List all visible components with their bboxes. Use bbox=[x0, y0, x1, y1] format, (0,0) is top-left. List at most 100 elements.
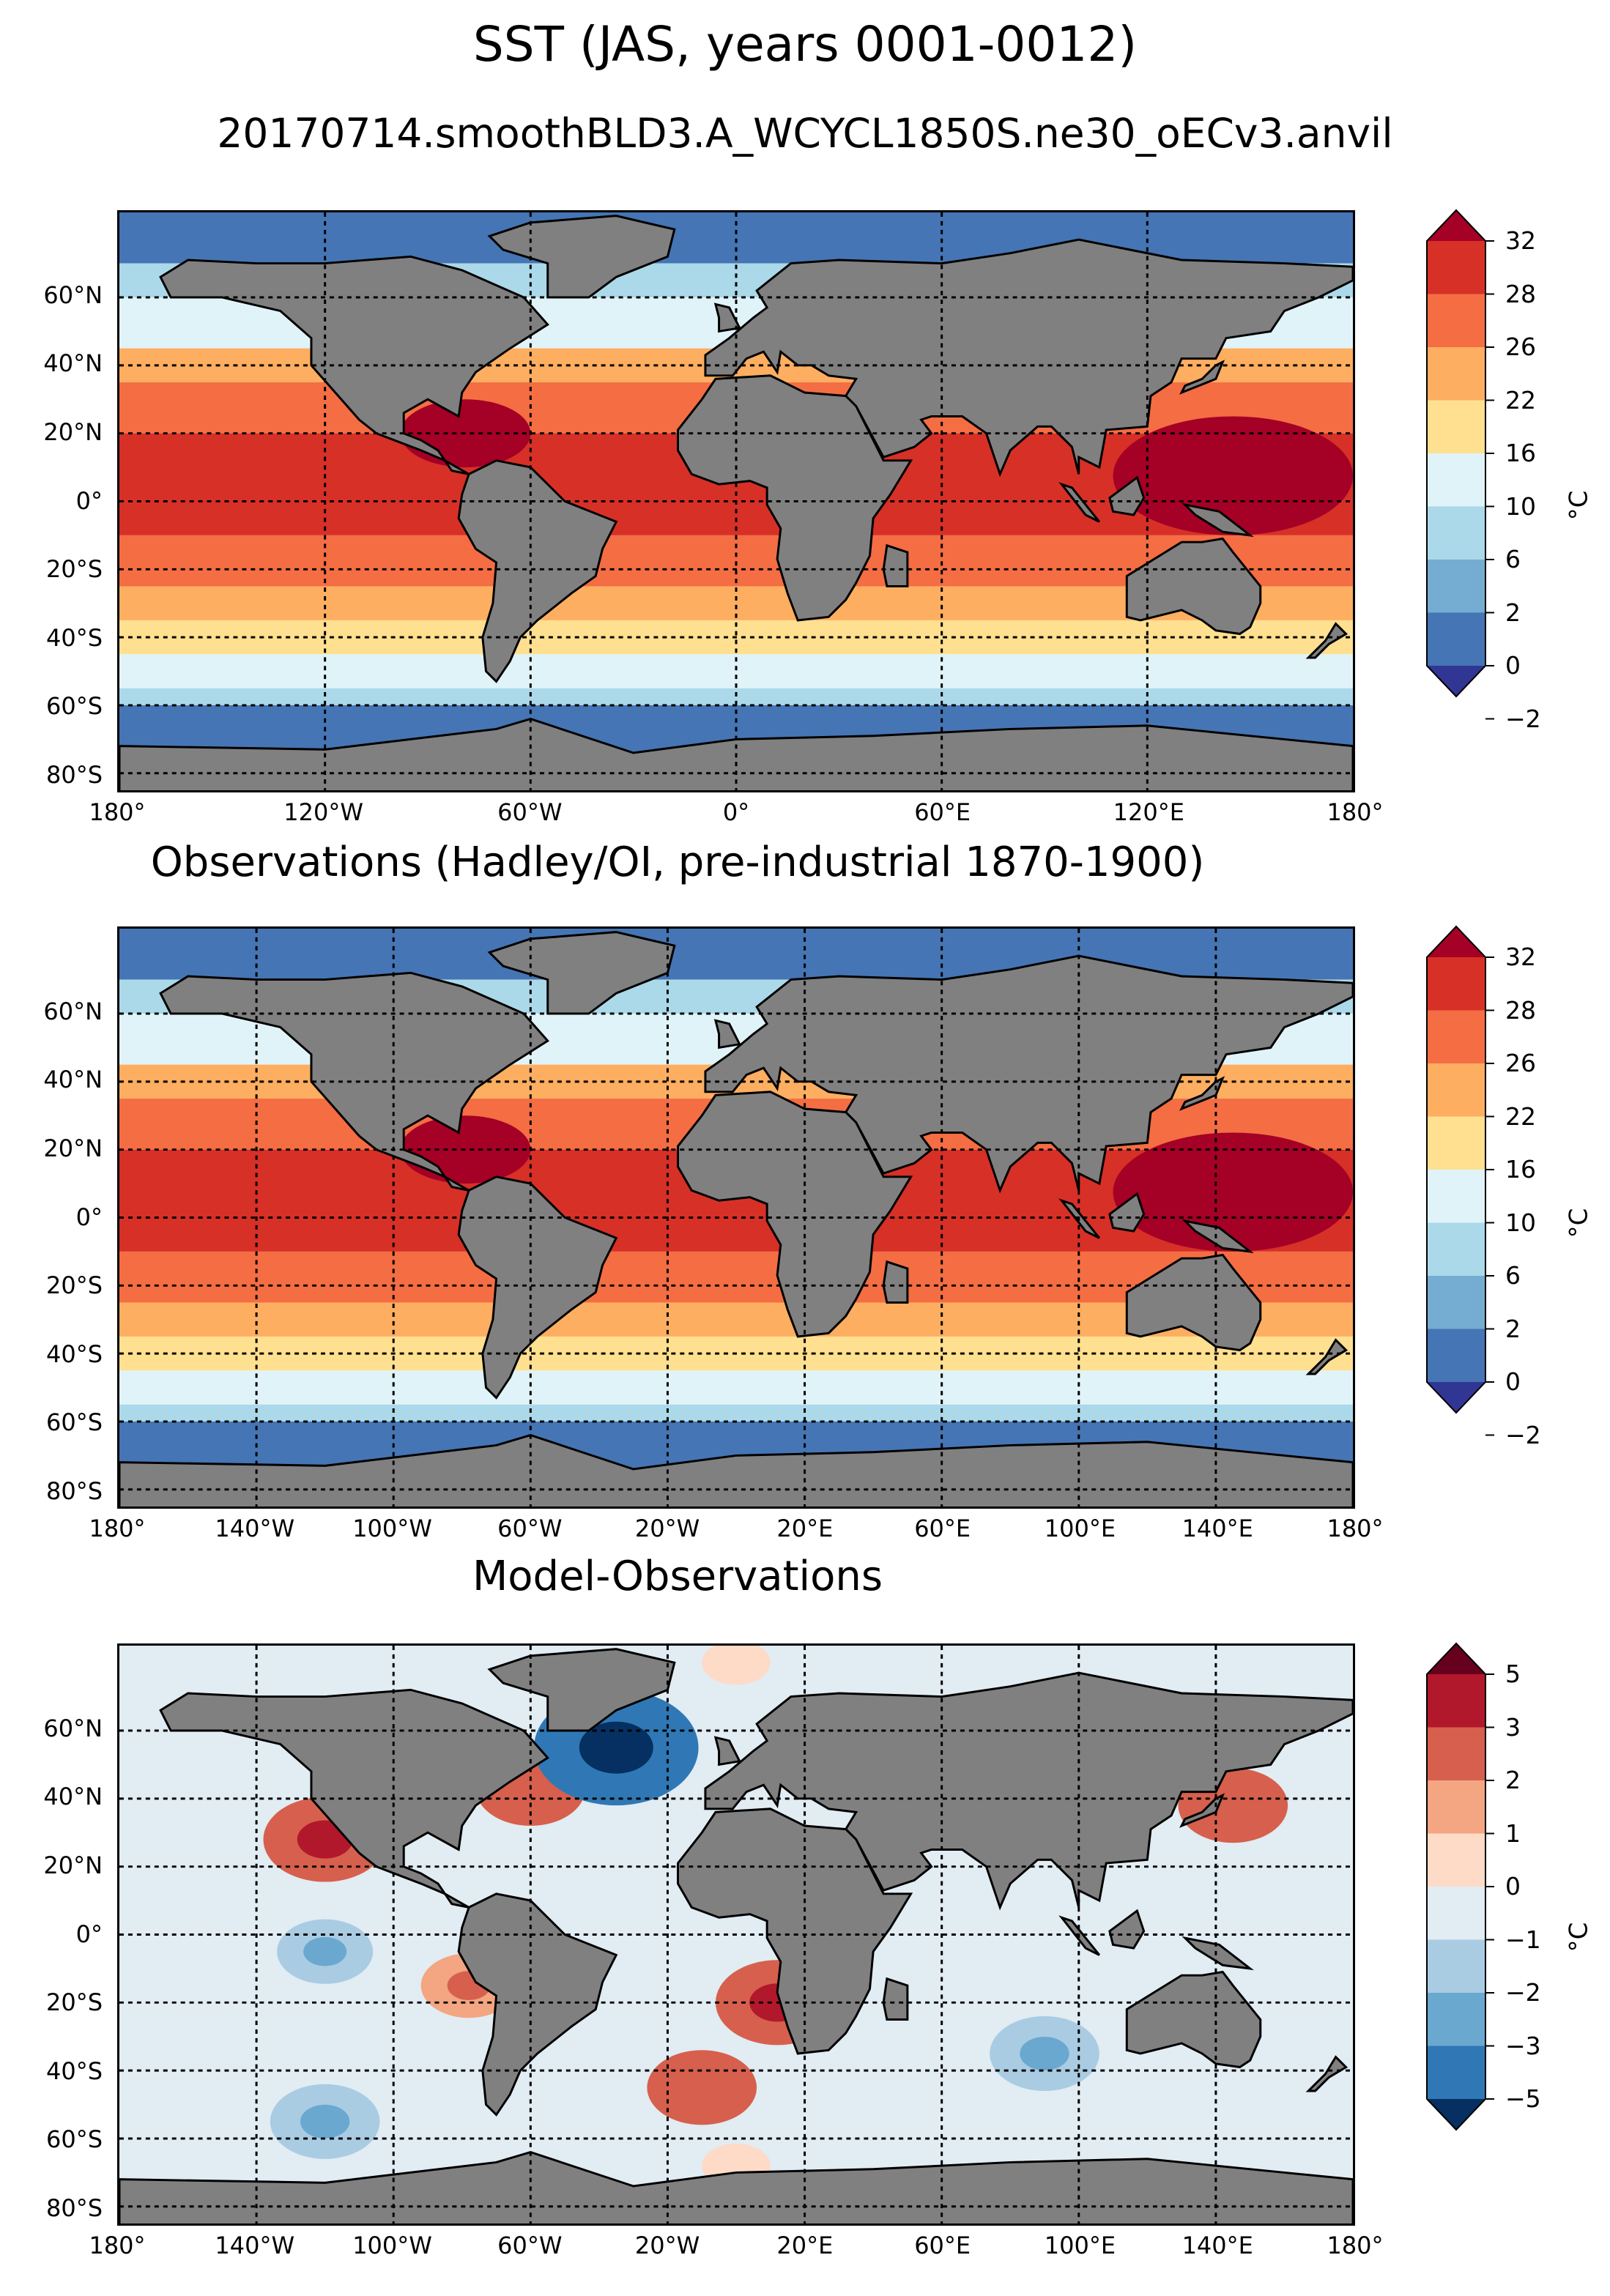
colorbar-tick-label: −5 bbox=[1505, 2084, 1541, 2113]
colorbar-tick-label: 0 bbox=[1505, 651, 1521, 680]
lon-tick-label: 20°W bbox=[634, 1515, 700, 1542]
lon-tick-label: 60°W bbox=[497, 798, 563, 826]
anomaly-core-5 bbox=[579, 1721, 653, 1774]
colorbar-svg bbox=[1426, 209, 1494, 720]
anomaly-core-8 bbox=[1020, 2036, 1069, 2070]
colorbar-tick-label: −2 bbox=[1505, 1420, 1541, 1449]
sst-band-9 bbox=[119, 1370, 1353, 1405]
lat-tick-label: 60°S bbox=[45, 2125, 103, 2154]
map-plot-svg bbox=[119, 212, 1353, 790]
colorbar-tick-label: 28 bbox=[1505, 995, 1536, 1025]
land-africa bbox=[676, 1808, 913, 2055]
panel-2-colorbar bbox=[1426, 925, 1494, 1436]
colorbar-tick-label: 28 bbox=[1505, 279, 1536, 308]
lat-tick-label: 40°S bbox=[45, 623, 103, 652]
land-new-guinea bbox=[1181, 1219, 1254, 1254]
lon-tick-label: 120°E bbox=[1113, 798, 1184, 826]
sst-band-10 bbox=[119, 688, 1353, 705]
difference-map bbox=[117, 1643, 1355, 2226]
lat-tick-label: 20°N bbox=[43, 1134, 103, 1162]
lon-tick-label: 60°E bbox=[914, 2232, 971, 2259]
colorbar-segment-2 bbox=[1427, 294, 1485, 347]
lat-tick-label: 80°S bbox=[45, 2193, 103, 2222]
colorbar-tick-label: 1 bbox=[1505, 1818, 1521, 1848]
lat-tick-label: 60°S bbox=[45, 1408, 103, 1437]
lat-tick-label: 40°N bbox=[43, 349, 103, 378]
land-africa bbox=[676, 374, 913, 622]
lon-tick-label: 180° bbox=[89, 2232, 146, 2259]
land-britain bbox=[713, 302, 741, 333]
land-japan bbox=[1179, 1076, 1225, 1111]
lon-tick-label: 180° bbox=[1327, 1515, 1384, 1542]
lat-tick-label: 80°S bbox=[45, 760, 103, 789]
land-north-america bbox=[159, 971, 549, 1192]
colorbar-tick-label: 2 bbox=[1505, 1766, 1521, 1794]
sst-feature-0 bbox=[1113, 416, 1353, 535]
sst-band-0 bbox=[119, 212, 1353, 264]
lon-tick-label: 60°W bbox=[497, 2232, 563, 2259]
lon-tick-label: 120°W bbox=[283, 798, 364, 826]
colorbar-tick-label: 32 bbox=[1505, 943, 1536, 971]
anomaly-core-6 bbox=[300, 2104, 350, 2139]
anomaly-core-7 bbox=[303, 1936, 347, 1966]
land-greenland bbox=[487, 931, 676, 1015]
lon-tick-label: 100°E bbox=[1044, 1515, 1116, 1542]
lat-tick-label: 20°S bbox=[45, 555, 103, 584]
colorbar-segment-5 bbox=[1427, 1887, 1485, 1940]
lat-tick-label: 60°N bbox=[43, 1714, 103, 1742]
colorbar-segment-9 bbox=[1427, 666, 1485, 696]
colorbar-tick-label: 6 bbox=[1505, 1261, 1521, 1290]
land-madagascar bbox=[882, 1977, 909, 2021]
colorbar-svg bbox=[1426, 1642, 1494, 2131]
land-sumatra bbox=[1058, 482, 1100, 523]
lat-tick-label: 20°N bbox=[43, 1851, 103, 1879]
colorbar-segment-9 bbox=[1427, 2099, 1485, 2130]
land-new-zealand bbox=[1305, 622, 1349, 659]
land-borneo bbox=[1108, 475, 1146, 516]
land-south-america bbox=[457, 1175, 618, 1400]
land-japan bbox=[1179, 1793, 1225, 1828]
colorbar-tick-label: 2 bbox=[1505, 598, 1521, 627]
panel-2-title: Observations (Hadley/OI, pre-industrial … bbox=[150, 839, 1205, 886]
lat-tick-label: 40°S bbox=[45, 1340, 103, 1368]
land-africa bbox=[676, 1091, 913, 1338]
sst-band-0 bbox=[119, 929, 1353, 980]
colorbar-tick-label: 26 bbox=[1505, 332, 1536, 361]
colorbar-svg bbox=[1426, 925, 1494, 1436]
panel-3-colorbar bbox=[1426, 1642, 1494, 2131]
colorbar-segment-0 bbox=[1427, 210, 1485, 241]
lon-tick-label: 100°W bbox=[352, 1515, 432, 1542]
lat-tick-label: 20°S bbox=[45, 1988, 103, 2017]
land-new-guinea bbox=[1181, 502, 1254, 538]
land-britain bbox=[713, 1736, 741, 1766]
lon-tick-label: 100°E bbox=[1044, 2232, 1116, 2259]
lat-tick-label: 20°S bbox=[45, 1271, 103, 1300]
colorbar-tick-label: 6 bbox=[1505, 545, 1521, 573]
lon-tick-label: 180° bbox=[1327, 2232, 1384, 2259]
colorbar-tick-label: −2 bbox=[1505, 704, 1541, 733]
colorbar-tick-label: 0 bbox=[1505, 1872, 1521, 1901]
land-borneo bbox=[1108, 1192, 1146, 1233]
land-greenland bbox=[487, 215, 676, 299]
colorbar-segment-6 bbox=[1427, 1939, 1485, 1993]
colorbar-segment-7 bbox=[1427, 1993, 1485, 2046]
colorbar-segment-6 bbox=[1427, 1222, 1485, 1276]
colorbar-tick-label: 10 bbox=[1505, 491, 1536, 521]
lon-tick-label: 20°W bbox=[634, 2232, 700, 2259]
lon-tick-label: 180° bbox=[89, 798, 146, 826]
lon-tick-label: 20°E bbox=[776, 1515, 834, 1542]
colorbar-segment-4 bbox=[1427, 1833, 1485, 1887]
colorbar-tick-label: 22 bbox=[1505, 385, 1536, 415]
figure-subtitle: 20170714.smoothBLD3.A_WCYCL1850S.ne30_oE… bbox=[217, 110, 1393, 157]
anomaly-core-11 bbox=[720, 2155, 752, 2176]
lat-tick-label: 20°N bbox=[43, 417, 103, 446]
land-madagascar bbox=[882, 1260, 909, 1304]
panel-2-unit-label: °C bbox=[1564, 1208, 1594, 1238]
land-sumatra bbox=[1058, 1198, 1100, 1239]
colorbar-segment-3 bbox=[1427, 1063, 1485, 1117]
colorbar-segment-1 bbox=[1427, 957, 1485, 1011]
lat-tick-label: 40°S bbox=[45, 2057, 103, 2085]
colorbar-tick-label: −3 bbox=[1505, 2031, 1541, 2060]
model-sst-map bbox=[117, 210, 1355, 792]
lon-tick-label: 140°E bbox=[1181, 2232, 1253, 2259]
